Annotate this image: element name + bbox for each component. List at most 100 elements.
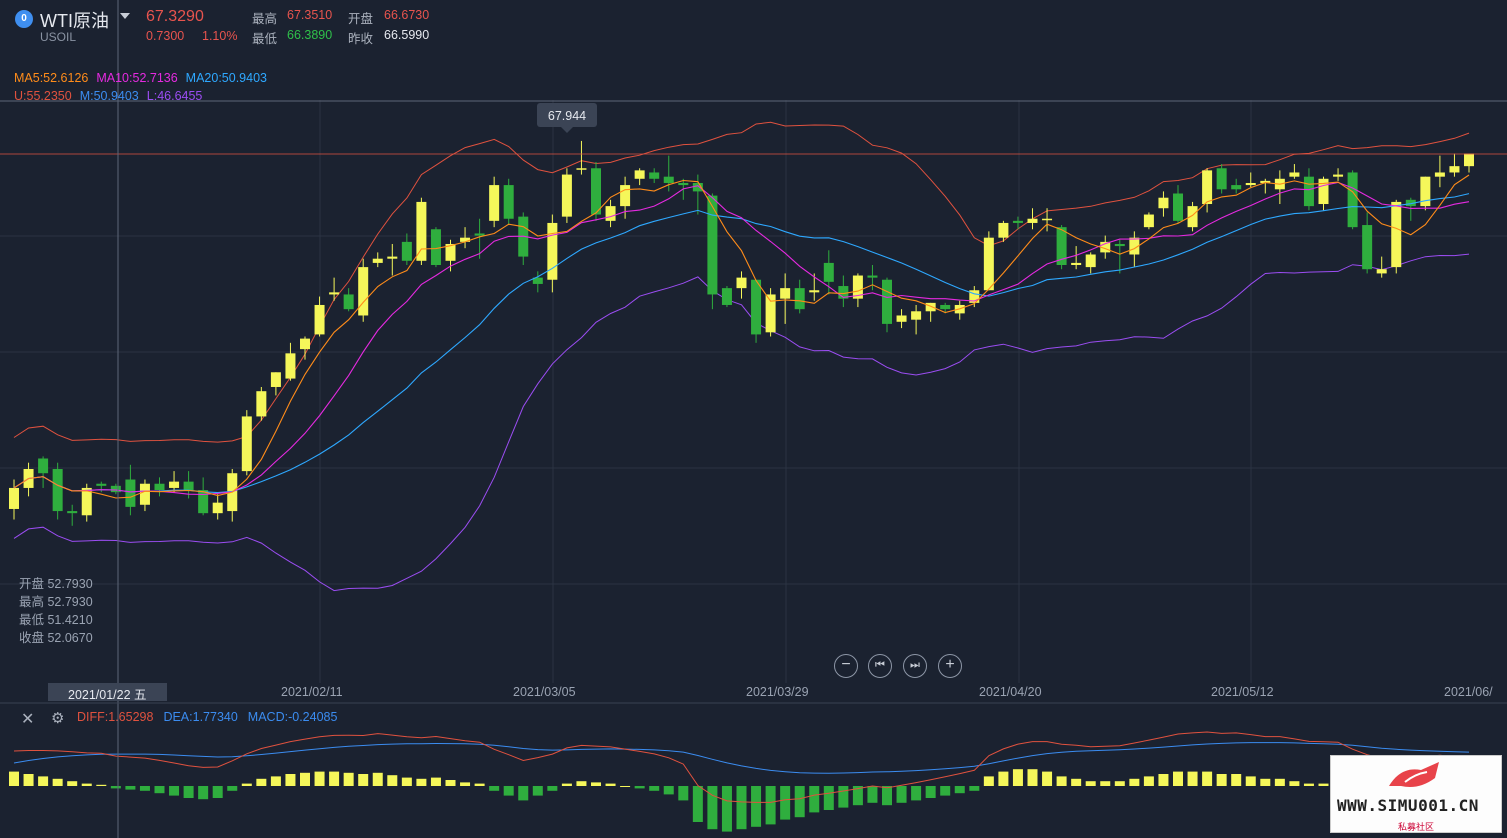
macd-histogram-bar xyxy=(154,786,165,794)
candle-body xyxy=(1187,206,1198,228)
candle-body xyxy=(780,288,791,299)
macd-histogram-bar xyxy=(736,786,747,830)
candle-body xyxy=(110,485,121,493)
candle-body xyxy=(139,483,150,505)
macd-histogram-bar xyxy=(852,786,863,806)
macd-histogram-bar xyxy=(474,783,485,786)
macd-histogram-bar xyxy=(925,786,936,798)
candle-body xyxy=(474,233,485,236)
candle-body xyxy=(823,262,834,282)
macd-histogram-bar xyxy=(765,786,776,825)
macd-histogram-bar xyxy=(139,786,150,791)
symbol-name[interactable]: WTI原油 xyxy=(40,11,109,31)
symbol-logo-icon: 0 xyxy=(15,10,33,28)
candle-body xyxy=(67,511,78,514)
candle-body xyxy=(751,279,762,335)
skip-forward-button[interactable]: ⏭ xyxy=(903,654,927,678)
macd-histogram-bar xyxy=(81,783,92,786)
macd-histogram-bar xyxy=(605,783,616,786)
price-change: 0.7300 xyxy=(146,29,185,43)
macd-histogram-bar xyxy=(620,786,631,787)
candle-body xyxy=(1333,174,1344,177)
candle-body xyxy=(1042,218,1053,221)
candle-body xyxy=(1085,254,1096,268)
candle-body xyxy=(1216,168,1227,190)
macd-legend: DIFF:1.65298 DEA:1.77340 MACD:-0.24085 xyxy=(77,710,347,724)
candle-body xyxy=(663,176,674,183)
candle-body xyxy=(154,483,165,491)
macd-histogram-bar xyxy=(1274,778,1285,786)
macd-histogram-bar xyxy=(169,786,180,796)
date-tick: 2021/05/12 xyxy=(1211,685,1274,699)
close-icon[interactable]: ✕ xyxy=(21,711,35,728)
skip-back-button[interactable]: ⏮ xyxy=(868,654,892,678)
candle-body xyxy=(1434,172,1445,177)
macd-histogram-bar xyxy=(1012,769,1023,786)
macd-histogram-bar xyxy=(416,778,427,786)
candle-body xyxy=(1318,178,1329,205)
macd-histogram-bar xyxy=(518,786,529,801)
macd-histogram-bar xyxy=(954,786,965,794)
boll-lower-value: L:46.6455 xyxy=(146,89,203,103)
candle-body xyxy=(125,479,136,507)
macd-histogram-bar xyxy=(96,784,107,786)
macd-histogram-bar xyxy=(329,771,340,786)
macd-histogram-bar xyxy=(649,786,660,791)
candle-body xyxy=(489,185,500,221)
macd-histogram-bar xyxy=(547,786,558,791)
candle-body xyxy=(1231,185,1242,190)
gear-icon[interactable]: ⚙ xyxy=(51,710,65,727)
prev-close-label: 昨收 xyxy=(348,32,374,46)
candle-body xyxy=(430,229,441,266)
candle-body xyxy=(1464,153,1474,167)
candle-body xyxy=(1289,172,1300,177)
macd-histogram-bar xyxy=(300,772,310,786)
candle-body xyxy=(678,182,689,186)
candle-body xyxy=(81,487,92,516)
macd-histogram-bar xyxy=(1100,781,1111,786)
macd-histogram-bar xyxy=(1027,769,1038,786)
moving-average-lines xyxy=(13,174,1470,499)
macd-histogram-bar xyxy=(867,786,878,803)
crosshair-ohlc: 开盘 52.7930 最高 52.7930 最低 51.4210 收盘 52.0… xyxy=(19,575,93,647)
candle-body xyxy=(998,222,1009,238)
macd-histogram-bar xyxy=(1216,774,1227,786)
macd-histogram-bar xyxy=(1173,771,1183,786)
candle-body xyxy=(1260,180,1271,183)
ohlc-close: 收盘 52.0670 xyxy=(19,631,93,645)
candle-body xyxy=(809,290,820,293)
candle-body xyxy=(838,286,849,299)
macd-histogram-bar xyxy=(1187,771,1198,786)
candle-body xyxy=(911,311,922,320)
watermark-text: WWW.SIMU001.CN xyxy=(1337,796,1479,815)
macd-histogram-bar xyxy=(721,786,732,832)
macd-histogram-bar xyxy=(67,781,78,786)
watermark-subtext: 私募社区 xyxy=(1397,822,1434,832)
candle-body xyxy=(1449,166,1460,173)
candle-body xyxy=(9,487,19,509)
macd-histogram-bar xyxy=(1129,778,1140,786)
candle-body xyxy=(1362,225,1373,270)
macd-histogram-bar xyxy=(198,786,209,800)
macd-histogram-bar xyxy=(1085,781,1096,786)
macd-histogram-bar xyxy=(183,786,194,798)
zoom-out-button[interactable]: − xyxy=(834,654,858,678)
zoom-in-button[interactable]: + xyxy=(938,654,962,678)
candle-body xyxy=(547,222,558,280)
macd-histogram-bar xyxy=(1042,771,1053,786)
candle-body xyxy=(896,315,907,322)
boll-mid-value: M:50.9403 xyxy=(79,89,139,103)
chevron-down-icon[interactable] xyxy=(120,13,130,19)
macd-histogram-bar xyxy=(227,786,238,791)
ma5-line xyxy=(13,174,1470,499)
macd-histogram-bar xyxy=(358,774,369,786)
candle-body xyxy=(1405,199,1416,207)
macd-histogram-bar xyxy=(678,786,689,801)
symbol-code: USOIL xyxy=(40,30,77,44)
macd-histogram-bar xyxy=(751,786,762,827)
macd-histogram-bar xyxy=(343,772,354,786)
candle-body xyxy=(605,206,616,221)
candle-body xyxy=(620,185,631,207)
macd-histogram-bar xyxy=(1289,781,1300,786)
